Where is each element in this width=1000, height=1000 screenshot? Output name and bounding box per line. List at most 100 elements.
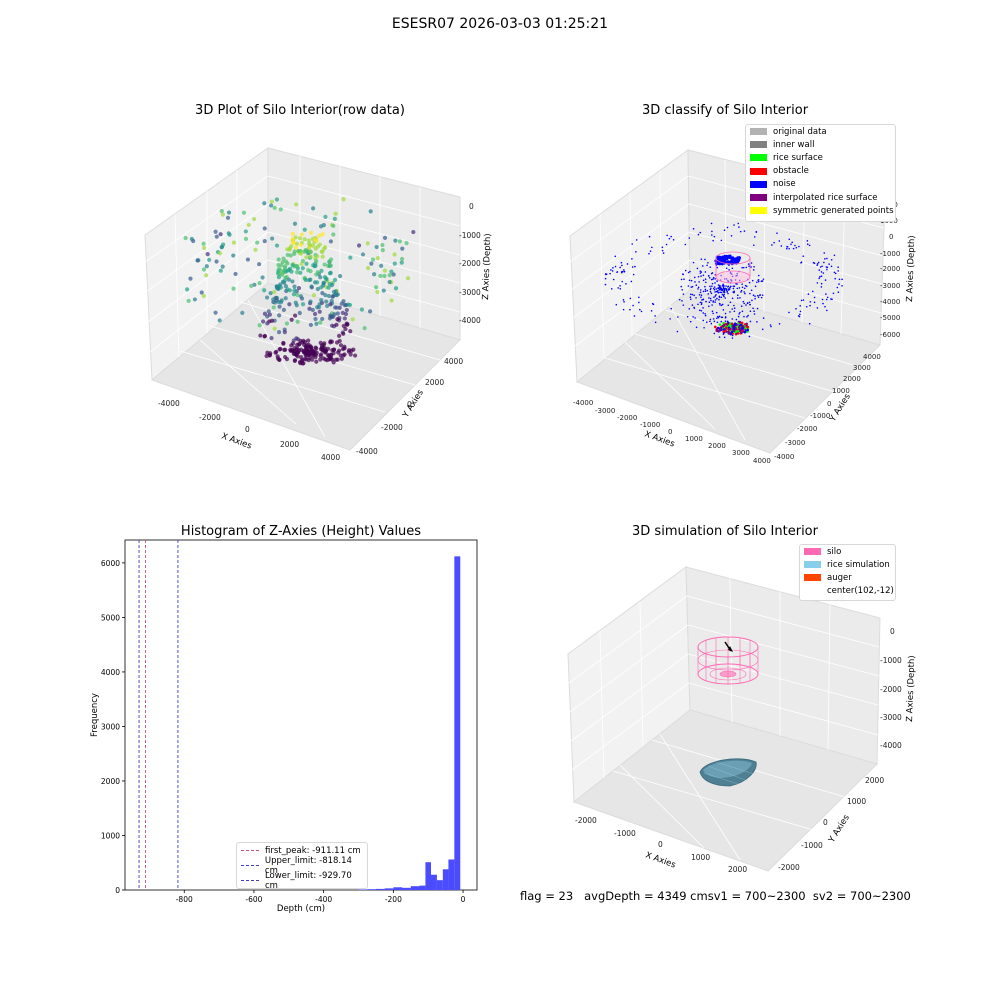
- scatter-point: [838, 283, 840, 285]
- scatter-point: [722, 283, 724, 286]
- scatter-point: [743, 287, 746, 290]
- legend-noise: noise: [746, 178, 895, 191]
- scatter-point: [754, 295, 756, 297]
- scatter-point: [746, 302, 749, 305]
- scatter-point: [756, 321, 758, 323]
- scatter-point: [748, 301, 751, 304]
- scatter-point: [311, 206, 316, 211]
- scatter-point: [826, 296, 829, 299]
- scatter-point: [729, 256, 733, 260]
- scatter-point: [243, 236, 249, 241]
- scatter-point: [336, 350, 341, 355]
- scatter-point: [319, 268, 324, 273]
- scatter-point: [694, 317, 696, 319]
- scatter-point: [824, 279, 827, 281]
- scatter-point: [249, 283, 254, 288]
- scatter-point: [820, 271, 823, 273]
- scatter-point: [712, 312, 714, 315]
- hist-yticks: 0 1000 2000 3000 4000 5000 6000: [101, 559, 125, 895]
- auger-marker: [724, 641, 733, 652]
- p2-ytick-3: -1000: [810, 412, 830, 420]
- scatter-point: [727, 324, 731, 328]
- scatter-point: [718, 315, 721, 318]
- hist-frame: [124, 539, 478, 891]
- scatter-point: [337, 305, 342, 310]
- scatter-point: [692, 316, 694, 318]
- scatter-point: [702, 279, 705, 282]
- hist-legend-first-peak: first_peak: -911.11 cm: [237, 843, 367, 858]
- scatter-point: [341, 197, 346, 202]
- scatter-point: [274, 243, 280, 248]
- hist-bar: [419, 885, 426, 890]
- scatter-point: [728, 269, 730, 271]
- scatter-point: [704, 258, 706, 261]
- scatter-point: [725, 288, 728, 290]
- scatter-point: [382, 273, 387, 279]
- scatter-point: [704, 312, 706, 315]
- scatter-point: [757, 279, 759, 281]
- scatter-point: [697, 286, 700, 289]
- scatter-point: [697, 233, 700, 236]
- p2-xtick-3: -1000: [640, 421, 660, 429]
- scatter-point: [619, 284, 621, 287]
- scatter-point: [391, 272, 396, 277]
- scatter-point: [825, 309, 828, 312]
- scatter-point: [708, 276, 711, 279]
- scatter-point: [334, 322, 339, 327]
- scatter-point: [682, 273, 684, 275]
- scatter-point: [726, 226, 729, 229]
- scatter-point: [290, 231, 296, 236]
- scatter-point: [625, 283, 627, 285]
- hist-xtick-label: -200: [385, 895, 402, 904]
- panel1-axes-box: [144, 147, 461, 451]
- scatter-point: [648, 252, 650, 255]
- p4-ytick-4: 2000: [865, 776, 884, 785]
- scatter-point: [825, 298, 828, 301]
- scatter-point: [690, 286, 693, 288]
- scatter-point: [828, 263, 830, 265]
- scatter-point: [723, 291, 726, 294]
- scatter-point: [725, 285, 727, 287]
- p1-ytick-1: -2000: [381, 423, 403, 432]
- scatter-point: [678, 298, 681, 301]
- scatter-point: [286, 277, 291, 282]
- scatter-point: [730, 285, 732, 288]
- hist-legend-lower-limit: Lower_limit: -929.70 cm: [237, 871, 367, 891]
- scatter-point: [314, 359, 319, 364]
- scatter-point: [260, 275, 265, 280]
- p2-ytick-6: 2000: [843, 375, 861, 383]
- legend-line: [241, 865, 259, 866]
- scatter-point: [183, 235, 188, 241]
- scatter-point: [688, 308, 691, 310]
- scatter-point: [714, 282, 716, 284]
- scatter-point: [267, 353, 272, 358]
- scatter-point: [381, 288, 386, 293]
- scatter-point: [400, 246, 405, 251]
- p2-xtick-4: 0: [668, 428, 672, 436]
- scatter-point: [610, 269, 612, 271]
- scatter-point: [308, 254, 313, 259]
- scatter-point: [272, 205, 277, 210]
- scatter-point: [703, 326, 705, 329]
- scatter-point: [754, 285, 757, 288]
- scatter-point: [666, 234, 668, 237]
- scatter-point: [337, 333, 342, 339]
- scatter-point: [724, 320, 727, 322]
- scatter-point: [192, 297, 197, 302]
- scatter-point: [341, 353, 346, 358]
- hist-bar: [442, 869, 449, 890]
- hist-bar: [448, 859, 455, 890]
- scatter-point: [327, 271, 333, 276]
- scatter-point: [819, 275, 821, 278]
- scatter-point: [738, 320, 742, 324]
- hist-ytick-label: 0: [115, 886, 120, 895]
- scatter-point: [761, 294, 764, 296]
- legend-label: Upper_limit: -818.14 cm: [264, 855, 352, 876]
- scatter-point: [240, 310, 245, 315]
- scatter-point: [310, 243, 316, 248]
- scatter-point: [733, 310, 736, 313]
- scatter-point: [708, 305, 710, 308]
- scatter-point: [382, 268, 388, 273]
- scatter-point: [732, 261, 736, 265]
